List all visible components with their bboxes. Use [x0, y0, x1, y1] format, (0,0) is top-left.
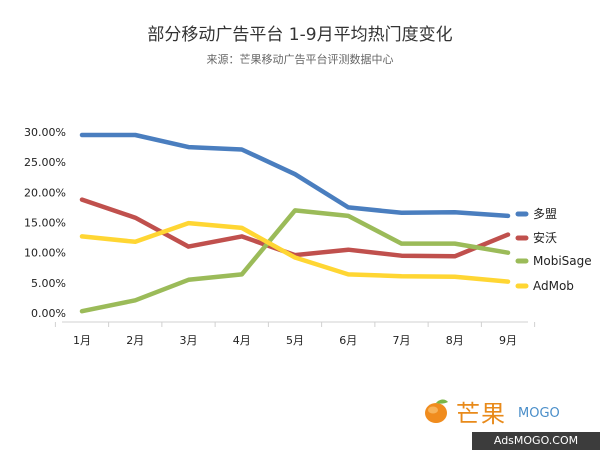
series-line-安沃	[79, 197, 511, 259]
y-tick-label: 5.00%	[31, 277, 66, 290]
x-tick-label: 3月	[180, 334, 198, 347]
series-line-MobiSage	[79, 208, 511, 314]
x-tick-label: 6月	[339, 334, 357, 347]
x-tick-label: 2月	[126, 334, 144, 347]
mango-icon	[425, 399, 448, 423]
brand-logo: 芒果 MOGO	[422, 394, 590, 442]
chart-title: 部分移动广告平台 1-9月平均热门度变化	[147, 25, 452, 45]
series-line-多盟	[79, 132, 511, 219]
y-tick-label: 15.00%	[24, 217, 66, 230]
brand-name-cn: 芒果	[456, 400, 506, 428]
series-lines	[79, 132, 511, 314]
y-tick-label: 20.00%	[24, 186, 66, 199]
x-axis-ticks: 1月 2月 3月 4月 5月 6月 7月 8月 9月	[54, 322, 536, 347]
y-tick-label: 25.00%	[24, 156, 66, 169]
legend-label: 多盟	[533, 207, 557, 221]
site-watermark: AdsMOGO.COM	[472, 432, 600, 450]
y-tick-label: 10.00%	[24, 247, 66, 260]
legend-label: 安沃	[533, 230, 557, 245]
y-tick-label: 30.00%	[24, 126, 66, 139]
x-tick-label: 8月	[446, 334, 464, 347]
y-tick-label: 0.00%	[31, 307, 66, 320]
x-tick-label: 1月	[73, 334, 91, 347]
brand-name-en: MOGO	[518, 406, 560, 421]
chart-subtitle: 来源：芒果移动广告平台评测数据中心	[207, 52, 394, 66]
legend-label: MobiSage	[533, 254, 592, 268]
series-line-AdMob	[79, 220, 511, 284]
legend-label: AdMob	[533, 279, 574, 293]
x-tick-label: 4月	[233, 334, 251, 347]
x-tick-label: 5月	[286, 334, 304, 347]
x-tick-label: 9月	[499, 334, 517, 347]
y-axis-ticks: 30.00% 25.00% 20.00% 15.00% 10.00% 5.00% 0.00%	[24, 126, 66, 320]
x-tick-label: 7月	[393, 334, 411, 347]
